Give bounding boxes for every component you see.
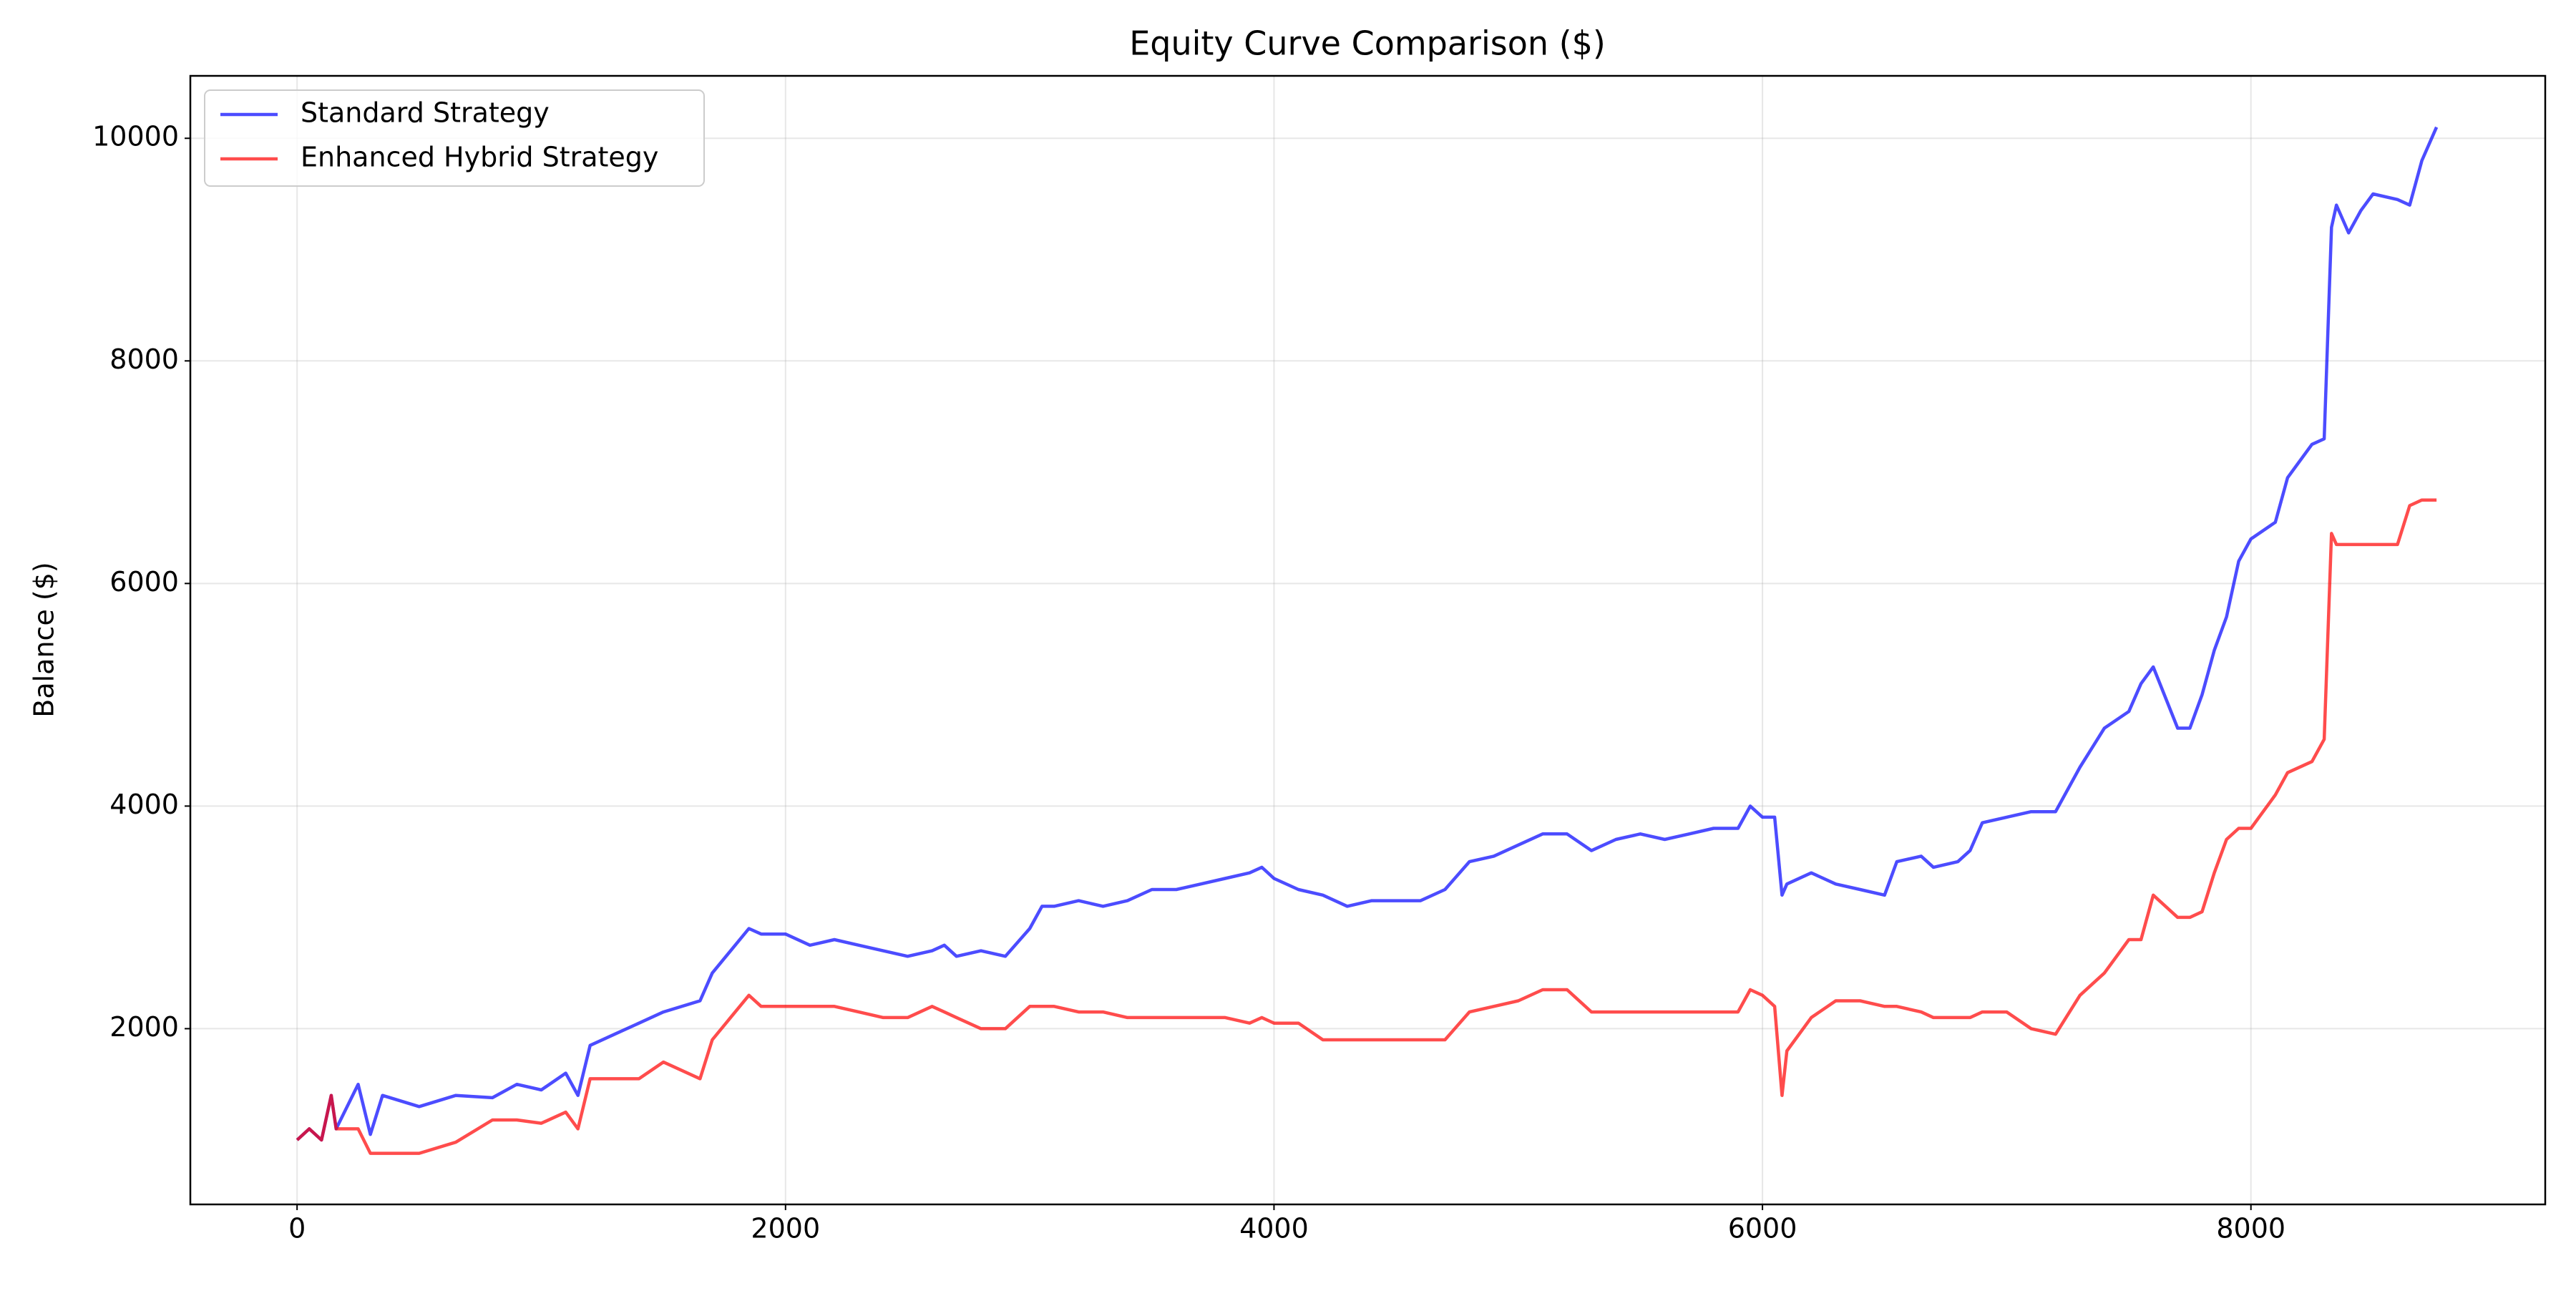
legend-label: Enhanced Hybrid Strategy bbox=[301, 142, 658, 173]
x-tick-label: 4000 bbox=[1239, 1213, 1309, 1244]
series-line bbox=[296, 498, 2437, 1155]
legend-box bbox=[204, 89, 705, 187]
series-line bbox=[296, 126, 2439, 1142]
x-tick-label: 0 bbox=[288, 1213, 306, 1244]
x-tick-label: 6000 bbox=[1728, 1213, 1797, 1244]
y-axis-label: Balance ($) bbox=[29, 562, 60, 717]
x-tick-label: 2000 bbox=[751, 1213, 820, 1244]
y-tick-label: 2000 bbox=[109, 1011, 179, 1043]
plot-frame bbox=[189, 74, 2547, 1206]
x-tick-label: 8000 bbox=[2216, 1213, 2285, 1244]
chart-title: Equity Curve Comparison ($) bbox=[1129, 24, 1606, 63]
legend-label: Standard Strategy bbox=[301, 97, 550, 129]
y-tick-label: 8000 bbox=[109, 344, 179, 375]
y-tick-label: 6000 bbox=[109, 566, 179, 598]
y-tick-label: 4000 bbox=[109, 789, 179, 820]
y-tick-label: 10000 bbox=[92, 121, 179, 152]
